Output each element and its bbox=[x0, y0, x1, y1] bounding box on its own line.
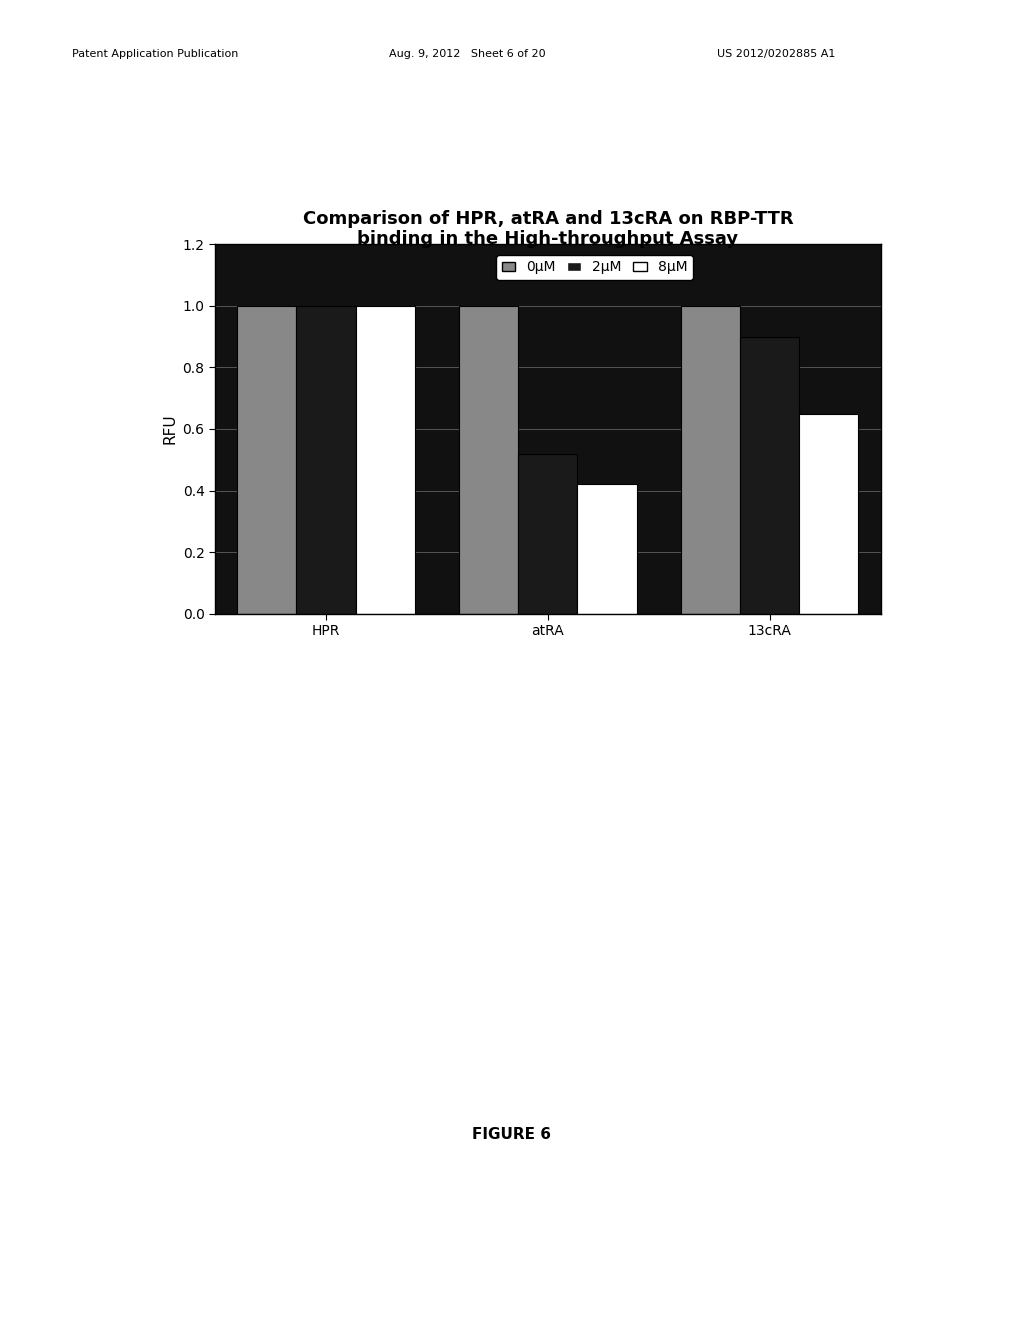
Text: US 2012/0202885 A1: US 2012/0202885 A1 bbox=[717, 49, 836, 59]
Text: Comparison of HPR, atRA and 13cRA on RBP-TTR: Comparison of HPR, atRA and 13cRA on RBP… bbox=[302, 210, 794, 228]
Legend: 0μM, 2μM, 8μM: 0μM, 2μM, 8μM bbox=[496, 255, 693, 280]
Bar bbox=[296, 306, 355, 614]
Text: Aug. 9, 2012   Sheet 6 of 20: Aug. 9, 2012 Sheet 6 of 20 bbox=[389, 49, 546, 59]
Bar bbox=[681, 306, 740, 614]
Text: FIGURE 6: FIGURE 6 bbox=[472, 1127, 552, 1142]
Y-axis label: RFU: RFU bbox=[162, 413, 177, 445]
Bar bbox=[238, 306, 296, 614]
Text: Patent Application Publication: Patent Application Publication bbox=[72, 49, 238, 59]
Bar bbox=[518, 454, 578, 614]
Bar bbox=[578, 484, 637, 614]
Text: binding in the High-throughput Assay: binding in the High-throughput Assay bbox=[357, 230, 738, 248]
Bar bbox=[355, 306, 415, 614]
Bar bbox=[459, 306, 518, 614]
Bar bbox=[800, 413, 858, 614]
Bar bbox=[740, 337, 800, 614]
